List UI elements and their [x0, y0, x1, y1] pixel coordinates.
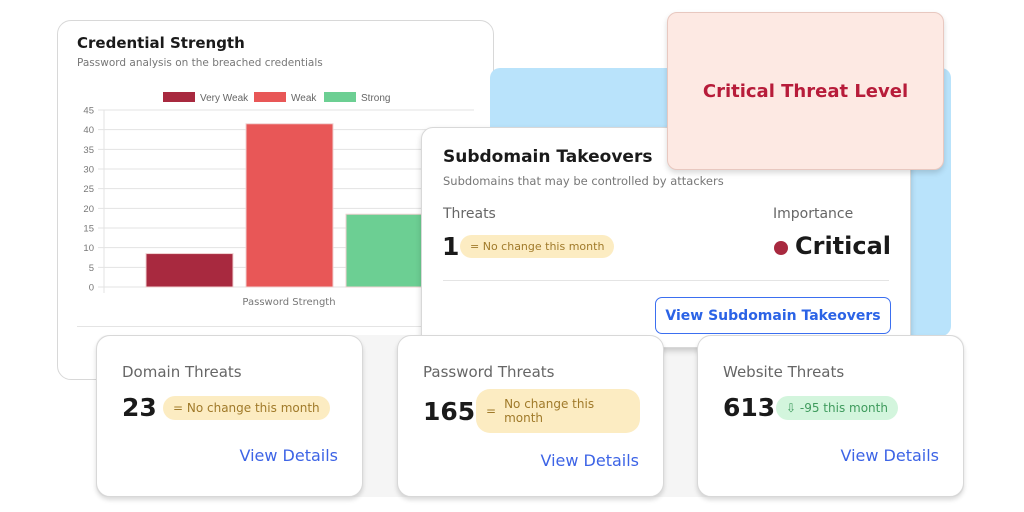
badge-text: No change this month [504, 397, 595, 425]
y-tick-label: 40 [83, 125, 94, 136]
legend-label: Weak [291, 93, 317, 104]
bar-weak [245, 123, 334, 288]
y-tick-label: 45 [83, 106, 94, 117]
arrow-down-icon: ⇩ [786, 401, 797, 415]
domain-threats-card: Domain Threats 23 = No change this month… [96, 335, 363, 497]
view-subdomain-takeovers-button[interactable]: View Subdomain Takeovers [655, 297, 891, 334]
importance-label: Importance [773, 206, 854, 222]
view-details-link[interactable]: View Details [540, 451, 639, 470]
legend-swatch [163, 92, 195, 102]
badge-text: -95 this month [799, 401, 888, 415]
legend-label: Strong [361, 93, 390, 104]
legend-swatch [324, 92, 356, 102]
password-threats-card: Password Threats 165 = No change this mon… [397, 335, 664, 497]
y-tick-label: 0 [89, 283, 94, 294]
legend-swatch [254, 92, 286, 102]
card-subtitle: Password analysis on the breached creden… [77, 57, 323, 69]
y-tick-label: 30 [83, 165, 94, 176]
change-badge: = No change this month [476, 389, 640, 433]
card-label: Password Threats [423, 363, 555, 381]
equals-icon: = [486, 404, 497, 418]
y-tick-label: 20 [83, 204, 94, 215]
y-tick-label: 10 [83, 243, 94, 254]
divider [443, 280, 889, 281]
divider [77, 326, 474, 327]
bar-very-weak [145, 253, 234, 288]
critical-threat-level-card: Critical Threat Level [667, 12, 944, 170]
bar-chart: 0 5 10 15 20 25 30 35 40 45 Very Weak Weak Strong Pas… [83, 92, 474, 308]
card-label: Website Threats [723, 363, 845, 381]
threats-value: 1 [442, 232, 460, 261]
threats-label: Threats [443, 206, 496, 222]
critical-dot-icon [774, 241, 788, 255]
card-title: Credential Strength [77, 34, 245, 52]
view-details-link[interactable]: View Details [840, 446, 939, 465]
website-threats-card: Website Threats 613 ⇩ -95 this month Vie… [697, 335, 964, 497]
card-title: Subdomain Takeovers [443, 147, 653, 167]
threat-count: 165 [423, 397, 476, 426]
y-tick-label: 25 [83, 184, 94, 195]
importance-value: Critical [795, 232, 892, 260]
card-subtitle: Subdomains that may be controlled by att… [443, 174, 724, 188]
y-tick-label: 15 [83, 224, 94, 235]
card-label: Domain Threats [122, 363, 242, 381]
threat-count: 613 [723, 393, 776, 422]
x-axis-label: Password Strength [242, 297, 335, 308]
critical-threat-label: Critical Threat Level [702, 81, 909, 102]
bar-strong [345, 213, 434, 288]
view-details-link[interactable]: View Details [239, 446, 338, 465]
change-badge: ⇩ -95 this month [776, 396, 898, 420]
threat-count: 23 [122, 393, 157, 422]
change-badge: = No change this month [163, 396, 330, 420]
y-tick-label: 5 [89, 263, 94, 274]
change-badge: = No change this month [460, 235, 615, 258]
legend-label: Very Weak [200, 93, 249, 104]
y-tick-label: 35 [83, 145, 94, 156]
